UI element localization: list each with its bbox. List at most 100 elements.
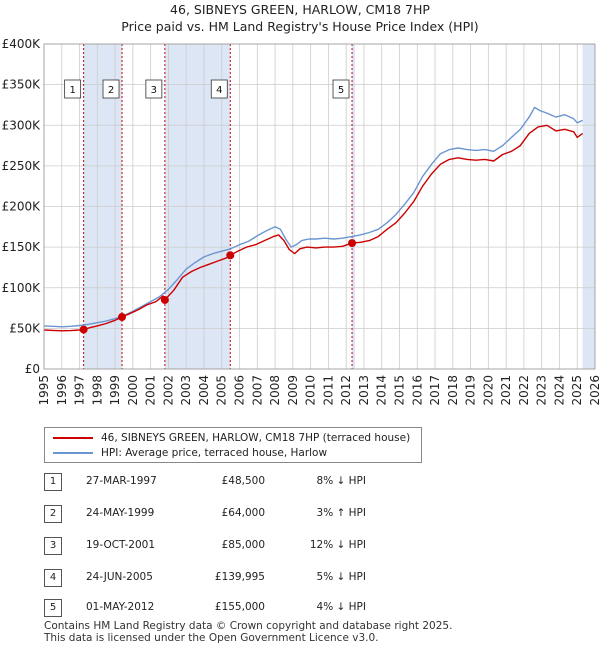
sale-point (79, 325, 88, 334)
sale-number-box: 4 (44, 569, 62, 587)
legend: 46, SIBNEYS GREEN, HARLOW, CM18 7HP (ter… (44, 427, 422, 463)
series (43, 106, 584, 332)
sale-number-label: 5 (338, 85, 344, 96)
sale-point (118, 313, 127, 321)
sale-price: £85,000 (221, 539, 265, 551)
chart-subtitle: Price paid vs. HM Land Registry's House … (121, 19, 479, 34)
x-tick-label: 2009 (286, 375, 300, 406)
sale-number-label: 1 (69, 85, 75, 96)
sale-date: 24-MAY-1999 (86, 507, 155, 519)
x-tick-label: 2024 (552, 375, 566, 406)
y-tick-label: £250K (2, 159, 42, 173)
sale-hpi-diff: 5% ↓ HPI (316, 571, 366, 583)
sale-date: 19-OCT-2001 (86, 539, 155, 551)
sale-date: 01-MAY-2012 (86, 601, 155, 613)
plot-frame (43, 43, 596, 370)
footer-copyright: Contains HM Land Registry data © Crown c… (44, 620, 453, 632)
legend-item-property: 46, SIBNEYS GREEN, HARLOW, CM18 7HP (ter… (53, 431, 410, 445)
x-tick-label: 2011 (321, 375, 335, 406)
chart-title: 46, SIBNEYS GREEN, HARLOW, CM18 7HP (170, 2, 430, 17)
x-tick-label: 1995 (37, 375, 51, 406)
legend-swatch-property (53, 437, 93, 439)
table-row: 1 27-MAR-1997 £48,500 8% ↓ HPI (44, 473, 544, 491)
sale-point (160, 295, 169, 304)
y-tick-label: £200K (2, 200, 42, 214)
x-tick-label: 2008 (268, 375, 282, 406)
sale-point (348, 239, 357, 248)
x-tick-label: 2023 (535, 375, 549, 406)
sale-price: £48,500 (221, 475, 265, 487)
legend-swatch-hpi (53, 452, 93, 454)
sale-number-box (145, 79, 163, 99)
sale-number-box (210, 79, 228, 99)
sale-number-box (332, 79, 350, 99)
x-tick-label: 2018 (446, 375, 460, 406)
sale-number-box: 2 (44, 505, 62, 523)
x-tick-label: 2004 (197, 375, 211, 406)
x-tick-label: 2025 (570, 375, 584, 406)
x-tick-label: 2000 (126, 375, 140, 406)
x-tick-label: 2010 (304, 375, 318, 406)
sale-number-label: 3 (151, 85, 157, 96)
x-tick-label: 2013 (357, 375, 371, 406)
sale-hpi-diff: 8% ↓ HPI (316, 475, 366, 487)
table-row: 2 24-MAY-1999 £64,000 3% ↑ HPI (44, 505, 544, 523)
table-row: 4 24-JUN-2005 £139,995 5% ↓ HPI (44, 569, 544, 587)
x-tick-label: 2006 (233, 375, 247, 406)
x-tick-label: 2005 (215, 375, 229, 406)
x-tick-label: 1999 (108, 375, 122, 406)
x-tick-label: 2015 (392, 375, 406, 406)
axes: £0 £50K £100K £150K £200K £250K £300K £350K £400… (2, 37, 600, 406)
sale-hpi-diff: 4% ↓ HPI (316, 601, 366, 613)
sale-number-box: 3 (44, 537, 62, 555)
footer-licence: This data is licensed under the Open Gov… (44, 632, 379, 644)
y-tick-label: £300K (2, 118, 42, 132)
x-tick-label: 2012 (339, 375, 353, 406)
x-tick-label: 2019 (464, 375, 478, 406)
sale-point (226, 251, 235, 260)
sale-price: £155,000 (214, 601, 265, 613)
x-tick-label: 1996 (55, 375, 69, 406)
sale-hpi-diff: 3% ↑ HPI (316, 507, 366, 519)
y-tick-label: £50K (9, 321, 41, 335)
sale-price: £139,995 (214, 571, 265, 583)
legend-item-hpi: HPI: Average price, terraced house, Harl… (53, 446, 327, 460)
x-tick-label: 2020 (481, 375, 495, 406)
x-tick-label: 2017 (428, 375, 442, 406)
y-tick-label: £350K (2, 78, 42, 92)
sale-price: £64,000 (221, 507, 265, 519)
sale-labels: 1 2 3 4 5 (64, 79, 350, 99)
price-chart: 1 2 3 4 5 £0 £50K £100K £150K £200K £250K £300K £35… (2, 37, 600, 406)
sale-number-box: 5 (44, 599, 62, 617)
x-tick-label: 2002 (161, 375, 175, 406)
x-tick-label: 2016 (410, 375, 424, 406)
x-tick-label: 2007 (250, 375, 264, 406)
grid (43, 43, 596, 370)
table-row: 5 01-MAY-2012 £155,000 4% ↓ HPI (44, 599, 544, 617)
table-row: 3 19-OCT-2001 £85,000 12% ↓ HPI (44, 537, 544, 555)
x-tick-label: 1997 (73, 375, 87, 406)
property-price-line (43, 124, 584, 332)
sale-date: 24-JUN-2005 (86, 571, 153, 583)
x-tick-label: 2021 (499, 375, 513, 406)
legend-label-hpi: HPI: Average price, terraced house, Harl… (101, 447, 328, 459)
sale-number-box (64, 79, 82, 99)
sale-date: 27-MAR-1997 (86, 475, 157, 487)
y-tick-label: £0 (25, 362, 40, 376)
sale-number-label: 2 (108, 85, 114, 96)
hpi-line (43, 106, 583, 328)
y-tick-label: £100K (2, 281, 42, 295)
sale-number-box: 1 (44, 473, 62, 491)
footer: Contains HM Land Registry data © Crown c… (44, 620, 452, 644)
x-tick-label: 2026 (588, 375, 600, 406)
legend-label-property: 46, SIBNEYS GREEN, HARLOW, CM18 7HP (ter… (101, 432, 411, 444)
x-tick-label: 2003 (179, 375, 193, 406)
sale-number-box (102, 79, 120, 99)
x-tick-label: 2014 (375, 375, 389, 406)
y-tick-label: £150K (2, 240, 42, 254)
sale-hpi-diff: 12% ↓ HPI (309, 539, 366, 551)
x-tick-label: 1998 (90, 375, 104, 406)
x-tick-label: 2001 (144, 375, 158, 406)
y-tick-label: £400K (2, 37, 42, 51)
sale-number-label: 4 (216, 85, 222, 96)
